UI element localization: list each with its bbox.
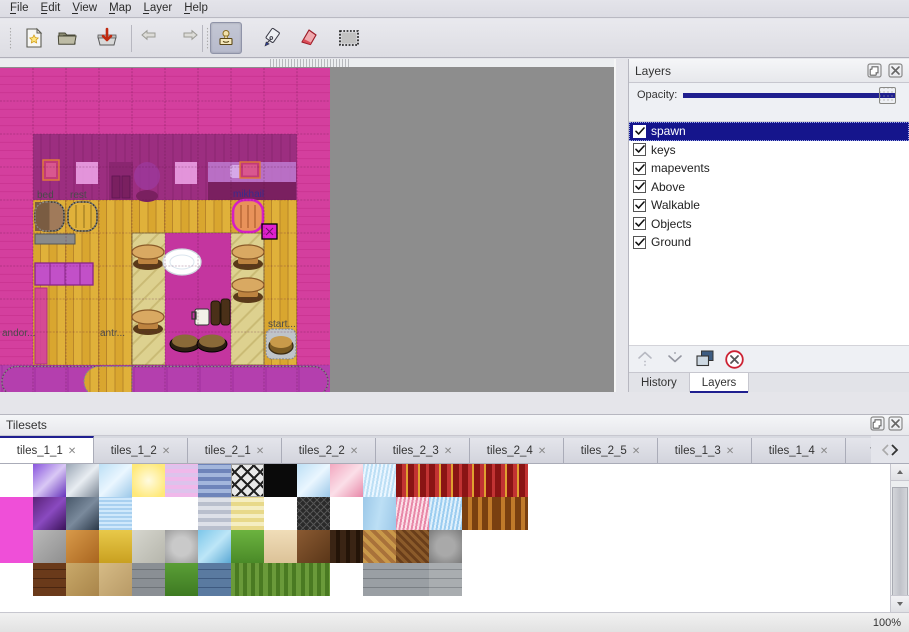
svg-text:bed: bed (37, 190, 54, 201)
svg-text:antr...: antr... (100, 328, 125, 339)
svg-text:mikhail: mikhail (233, 189, 264, 200)
svg-text:start...: start... (268, 319, 296, 330)
svg-text:rest: rest (70, 190, 87, 201)
svg-text:andor...: andor... (2, 328, 35, 339)
